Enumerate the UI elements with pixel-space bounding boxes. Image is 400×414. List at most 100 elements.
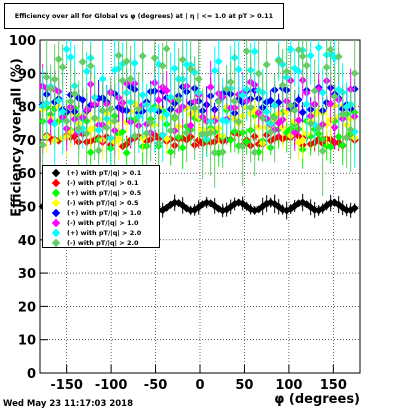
data-point <box>318 146 327 155</box>
data-point <box>150 53 159 62</box>
data-point <box>314 124 323 133</box>
data-point <box>186 121 195 130</box>
data-point <box>42 73 51 82</box>
data-point <box>190 104 199 113</box>
data-point <box>98 106 107 115</box>
legend-label: (-) with pT/|q| > 2.0 <box>67 239 139 247</box>
x-tick-label: 0 <box>195 378 204 393</box>
data-point <box>118 76 127 85</box>
data-point <box>46 84 55 93</box>
data-point <box>158 131 167 140</box>
legend-marker <box>51 178 61 188</box>
legend-entry: (+) with pT/|q| > 2.0 <box>43 228 159 238</box>
data-point <box>290 106 299 115</box>
data-point <box>266 128 275 137</box>
y-tick-label: 40 <box>18 234 36 249</box>
data-point <box>306 51 315 60</box>
data-point <box>350 69 359 78</box>
x-tick-label: -50 <box>144 378 168 393</box>
data-point <box>270 114 279 123</box>
legend-label: (+) with pT/|q| > 1.0 <box>67 209 142 217</box>
x-axis-label: φ (degrees) <box>274 392 360 407</box>
data-point <box>326 142 335 151</box>
data-point <box>82 129 91 138</box>
legend-label: (-) with pT/|q| > 0.1 <box>67 179 139 187</box>
data-point <box>338 110 347 119</box>
data-point <box>146 118 155 127</box>
legend-entry: (-) with pT/|q| > 0.5 <box>43 198 159 208</box>
data-point <box>162 86 171 95</box>
data-point <box>66 97 75 106</box>
data-point <box>282 67 291 76</box>
legend-entry: (-) with pT/|q| > 1.0 <box>43 218 159 228</box>
data-point <box>170 112 179 121</box>
data-point <box>118 127 127 136</box>
data-point <box>278 81 287 90</box>
legend-entry: (-) with pT/|q| > 0.1 <box>43 178 159 188</box>
data-point <box>242 137 251 146</box>
data-point <box>210 66 219 75</box>
data-point <box>54 55 63 64</box>
data-point <box>342 133 351 142</box>
data-point <box>258 114 267 123</box>
data-point <box>226 77 235 86</box>
data-point <box>206 128 215 137</box>
data-point <box>94 126 103 135</box>
data-point <box>94 146 103 155</box>
data-point <box>86 148 95 157</box>
data-point <box>350 204 359 213</box>
data-point <box>130 59 139 68</box>
data-point <box>214 97 223 106</box>
y-tick-label: 20 <box>18 300 36 315</box>
data-point <box>206 83 215 92</box>
data-point <box>178 55 187 64</box>
data-point <box>150 105 159 114</box>
data-point <box>62 45 71 54</box>
data-point <box>66 53 75 62</box>
data-point <box>306 119 315 128</box>
data-point <box>58 107 67 116</box>
title-box: Efficiency over all for Global vs φ (deg… <box>4 3 284 29</box>
y-tick-label: 50 <box>18 201 36 216</box>
data-point <box>134 105 143 114</box>
data-point <box>222 85 231 94</box>
x-tick-label: -150 <box>50 378 83 393</box>
data-point <box>294 45 303 54</box>
data-point <box>286 45 295 54</box>
data-point <box>78 57 87 66</box>
data-point <box>334 132 343 141</box>
y-tick-label: 80 <box>18 101 36 116</box>
data-point <box>254 148 263 157</box>
data-point <box>294 95 303 104</box>
data-point <box>254 69 263 78</box>
data-point <box>302 61 311 70</box>
data-point <box>310 86 319 95</box>
data-point <box>170 64 179 73</box>
data-point <box>86 61 95 70</box>
legend: (+) with pT/|q| > 0.1 (-) with pT/|q| > … <box>42 165 160 248</box>
data-point <box>290 128 299 137</box>
data-point <box>70 89 79 98</box>
data-point <box>274 56 283 65</box>
y-tick-label: 60 <box>18 167 36 182</box>
legend-label: (+) with pT/|q| > 0.5 <box>67 189 142 197</box>
data-point <box>266 96 275 105</box>
data-point <box>338 140 347 149</box>
data-point <box>122 148 131 157</box>
data-point <box>326 45 335 54</box>
x-tick-label: 150 <box>320 378 347 393</box>
legend-marker <box>51 228 61 238</box>
y-tick-label: 0 <box>27 367 36 382</box>
data-point <box>122 57 131 66</box>
data-point <box>186 65 195 74</box>
data-point <box>50 75 59 84</box>
data-point <box>218 147 227 156</box>
legend-marker <box>51 188 61 198</box>
data-point <box>174 95 183 104</box>
y-axis-label: Efficiency over all (%) <box>9 58 25 217</box>
data-point <box>314 43 323 52</box>
data-point <box>154 139 163 148</box>
legend-label: (-) with pT/|q| > 1.0 <box>67 219 139 227</box>
data-point <box>62 117 71 126</box>
data-point <box>130 132 139 141</box>
